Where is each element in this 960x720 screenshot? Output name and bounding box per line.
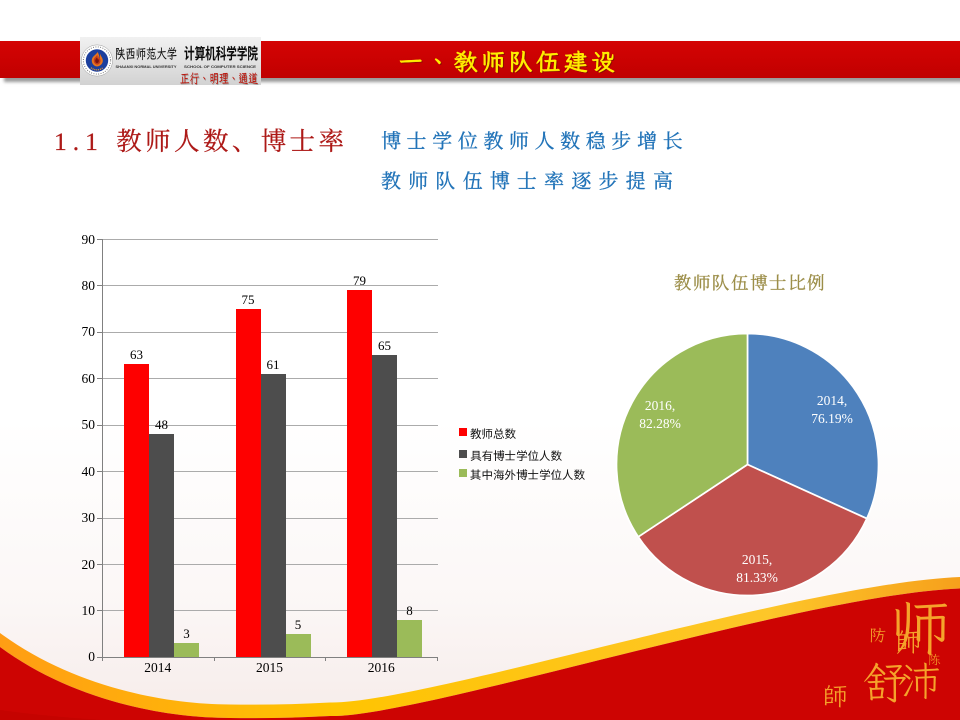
svg-text:陕西师范大学: 陕西师范大学 — [115, 45, 177, 63]
svg-text:SCHOOL OF COMPUTER SCIENCE: SCHOOL OF COMPUTER SCIENCE — [184, 65, 256, 69]
svg-text:正行、明理、通道: 正行、明理、通道 — [180, 70, 258, 85]
svg-text:计算机科学学院: 计算机科学学院 — [184, 42, 258, 64]
svg-text:SHAANXI NORMAL UNIVERSITY: SHAANXI NORMAL UNIVERSITY — [116, 65, 178, 69]
